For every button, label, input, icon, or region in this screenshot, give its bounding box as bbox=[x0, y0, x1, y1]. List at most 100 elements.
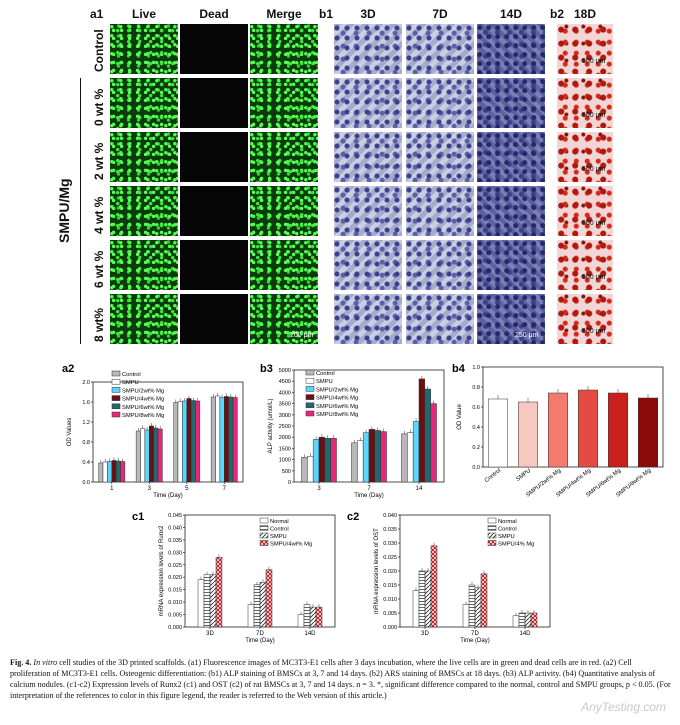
ars-stain-image bbox=[557, 78, 613, 128]
bar-smpu-4wt-mg bbox=[215, 557, 223, 628]
alp-stain-image bbox=[406, 294, 474, 344]
y-tick-label: 0.040 bbox=[168, 525, 182, 531]
y-tick-label: 0.2 bbox=[472, 445, 480, 451]
caption-text: cell studies of the 3D printed scaffolds… bbox=[10, 658, 671, 700]
y-tick-label: 0.025 bbox=[383, 555, 397, 561]
merge-image bbox=[250, 132, 318, 182]
x-tick-label: 3 bbox=[148, 486, 152, 492]
chart-a2-cell-proliferation: a2 0.0 0.4 0.8 1.2 1.6 2.0 OD Values Time (Day) 1… bbox=[62, 363, 244, 499]
y-tick-label: 0.005 bbox=[168, 613, 182, 619]
bar-smpu bbox=[474, 587, 482, 628]
bar-smpu bbox=[102, 461, 108, 483]
alp-stain-image bbox=[334, 240, 402, 290]
bar-normal bbox=[462, 604, 470, 628]
live-image bbox=[110, 132, 178, 182]
legend-label: SMPU bbox=[270, 534, 287, 540]
bar-smpu bbox=[140, 428, 146, 483]
alp-stain-image bbox=[406, 132, 474, 182]
bar-smpu-4wt-mg bbox=[224, 396, 229, 483]
legend-label: SMPU/4% Mg bbox=[498, 542, 534, 548]
bar-smpu-8wt-mg bbox=[120, 461, 126, 483]
x-tick-label: 1 bbox=[110, 486, 114, 492]
column-header-18d: 18D bbox=[573, 7, 596, 21]
x-axis-label: Time (Day) bbox=[460, 638, 489, 644]
bar-smpu-8wt-mg bbox=[638, 397, 658, 468]
ars-stain-image bbox=[557, 240, 613, 290]
y-tick-label: 3000 bbox=[279, 413, 291, 419]
ars-stain-image bbox=[557, 132, 613, 182]
bar-smpu bbox=[307, 455, 314, 483]
watermark: AnyTesting.com bbox=[581, 700, 666, 714]
bar-control bbox=[301, 457, 308, 483]
x-tick-label: SMPU bbox=[515, 468, 532, 483]
row-label-6-wt-: 6 wt % bbox=[92, 250, 106, 288]
y-tick-label: 1500 bbox=[279, 446, 291, 452]
panel-label-b2: b2 bbox=[550, 7, 565, 21]
ars-stain-image bbox=[557, 186, 613, 236]
y-tick-label: 0.4 bbox=[82, 460, 90, 466]
bar-smpu-2wt-mg bbox=[107, 461, 112, 483]
ars-scale-bar: 500 μm bbox=[582, 220, 606, 227]
y-axis-label: OD Value bbox=[457, 404, 463, 430]
row-label-control: Control bbox=[92, 29, 106, 72]
legend-label: SMPU bbox=[498, 534, 515, 540]
bar-control bbox=[135, 430, 141, 483]
bar-control bbox=[401, 433, 408, 483]
bar-smpu-6wt-mg bbox=[153, 427, 159, 483]
alp-stain-image bbox=[334, 294, 402, 344]
live-image bbox=[110, 24, 178, 74]
panel-label-b4: b4 bbox=[452, 363, 466, 375]
alp-stain-image bbox=[334, 132, 402, 182]
legend-swatch bbox=[259, 525, 269, 531]
bar-smpu bbox=[259, 581, 267, 628]
x-axis-label: Time (Day) bbox=[245, 638, 274, 644]
y-tick-label: 2000 bbox=[279, 435, 291, 441]
y-axis-label: OD Values bbox=[67, 418, 73, 447]
legend-swatch bbox=[111, 403, 121, 410]
legend-label: Control bbox=[270, 527, 289, 533]
legend-swatch bbox=[259, 517, 269, 524]
y-tick-label: 4500 bbox=[279, 379, 291, 385]
chart-c1-runx2: c1 0.000 0.005 0.010 0.015 0.020 0.025 0.030 0.0… bbox=[132, 511, 336, 644]
bar-normal bbox=[412, 590, 420, 628]
y-tick-label: 0 bbox=[288, 480, 291, 486]
panel-label-c2: c2 bbox=[347, 511, 359, 523]
legend-label: Control bbox=[122, 372, 141, 378]
y-tick-label: 500 bbox=[282, 469, 291, 475]
merge-image bbox=[250, 186, 318, 236]
ars-scale-bar: 500 μm bbox=[582, 58, 606, 65]
legend-swatch bbox=[259, 540, 269, 546]
y-tick-label: 0.045 bbox=[168, 513, 182, 519]
y-tick-label: 0.010 bbox=[168, 600, 182, 606]
bar-control bbox=[303, 604, 311, 628]
bar-control bbox=[253, 584, 261, 628]
legend-label: SMPU/2wt% Mg bbox=[122, 388, 164, 394]
ars-stain-image bbox=[557, 294, 613, 344]
alp-stain-image bbox=[477, 132, 545, 182]
y-tick-label: 0.015 bbox=[383, 583, 397, 589]
merge-image bbox=[250, 294, 318, 344]
legend-label: SMPU/8wt% Mg bbox=[316, 412, 358, 418]
legend-swatch bbox=[305, 410, 315, 417]
plot-frame bbox=[92, 381, 244, 483]
alp-stain-image bbox=[406, 24, 474, 74]
y-tick-label: 0.010 bbox=[383, 597, 397, 603]
x-tick-label: Control bbox=[484, 468, 502, 484]
legend-label: SMPU/8wt% Mg bbox=[122, 413, 164, 419]
bar-smpu-4-mg bbox=[530, 612, 538, 628]
bar-smpu-8wt-mg bbox=[232, 397, 238, 483]
x-tick-label: 14D bbox=[304, 631, 316, 637]
chart-b3-alp-activity: b3 0 500 1000 1500 2000 2500 3000 3500 4000 4500 50… bbox=[260, 363, 445, 499]
legend-swatch bbox=[487, 532, 497, 539]
x-tick-label: 7 bbox=[367, 486, 371, 492]
x-tick-label: 3 bbox=[317, 486, 321, 492]
column-header-7d: 7D bbox=[432, 7, 448, 21]
bar-normal bbox=[297, 614, 305, 628]
legend-label: SMPU/2wt% Mg bbox=[316, 387, 358, 393]
legend-swatch bbox=[305, 394, 315, 400]
alp-stain-image bbox=[406, 78, 474, 128]
dead-image bbox=[180, 78, 248, 128]
bar-control bbox=[210, 396, 216, 483]
y-tick-label: 2500 bbox=[279, 424, 291, 430]
bar-smpu-2wt-mg bbox=[312, 439, 320, 483]
